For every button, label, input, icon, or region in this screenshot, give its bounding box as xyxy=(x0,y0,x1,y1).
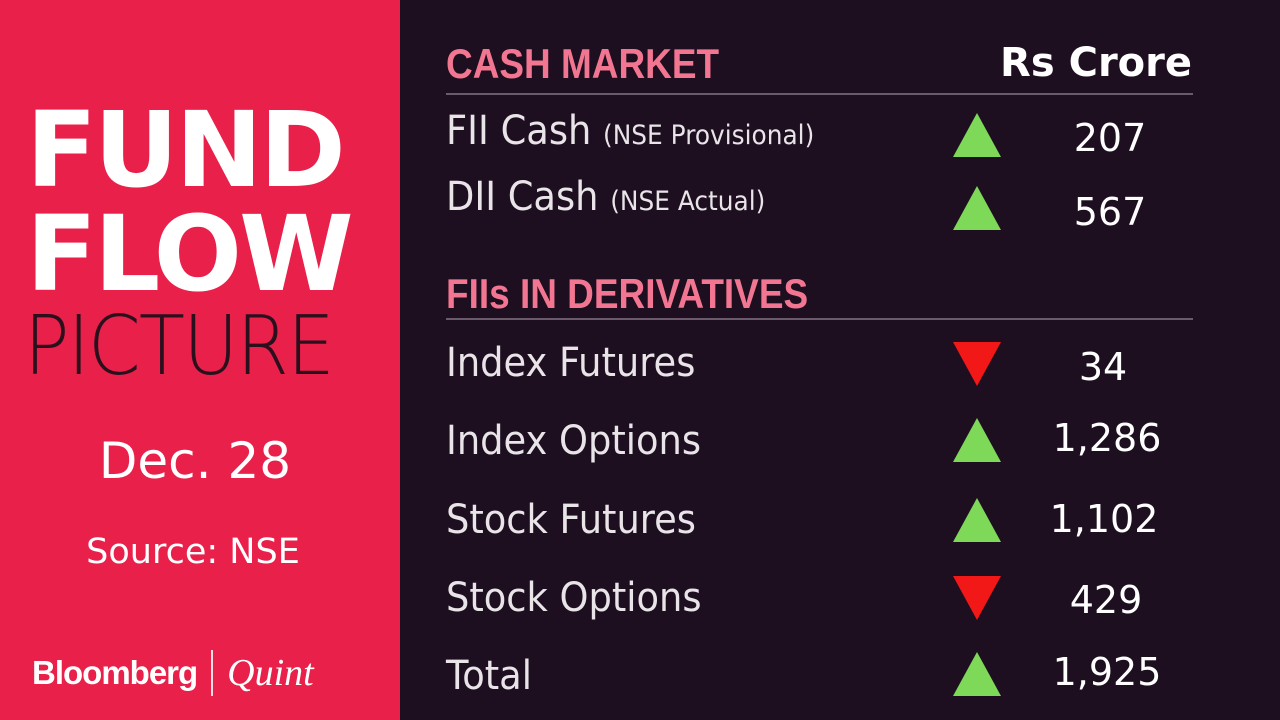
row-label-stock-futures: Stock Futures xyxy=(446,497,696,543)
up-arrow-icon xyxy=(953,498,1001,542)
date: Dec. 28 xyxy=(98,432,292,490)
derivatives-heading: FIIs IN DERIVATIVES xyxy=(446,270,809,317)
up-arrow-icon xyxy=(953,113,1001,157)
value-stock-futures: 1,102 xyxy=(1049,497,1159,541)
cash-market-heading: CASH MARKET xyxy=(446,40,720,87)
divider xyxy=(446,93,1193,95)
row-label-total: Total xyxy=(446,653,532,699)
down-arrow-icon xyxy=(953,342,1001,386)
value-total: 1,925 xyxy=(1052,650,1162,694)
bloomberg-quint-logo: Bloomberg Quint xyxy=(32,650,314,696)
value-dii-cash: 567 xyxy=(1073,190,1147,234)
down-arrow-icon xyxy=(953,576,1001,620)
up-arrow-icon xyxy=(953,186,1001,230)
logo-bloomberg: Bloomberg xyxy=(32,654,198,691)
row-label-index-futures: Index Futures xyxy=(446,340,696,386)
row-label-index-options: Index Options xyxy=(446,418,701,464)
value-stock-options: 429 xyxy=(1069,578,1143,622)
row-label-stock-options: Stock Options xyxy=(446,575,702,621)
logo-quint: Quint xyxy=(227,652,314,694)
up-arrow-icon xyxy=(953,652,1001,696)
title-panel: FUND FLOW PICTURE Dec. 28 Source: NSE Bl… xyxy=(0,0,400,720)
title-line-3: PICTURE xyxy=(24,299,335,394)
source: Source: NSE xyxy=(86,532,300,572)
value-fii-cash: 207 xyxy=(1073,116,1147,160)
value-index-futures: 34 xyxy=(1078,345,1128,389)
row-label-dii-cash: DII Cash (NSE Actual) xyxy=(446,174,766,220)
title-line-2: FLOW xyxy=(26,193,354,315)
divider xyxy=(446,318,1193,320)
row-label-fii-cash: FII Cash (NSE Provisional) xyxy=(446,108,815,154)
title-line-1: FUND xyxy=(26,89,346,211)
value-index-options: 1,286 xyxy=(1052,416,1162,460)
up-arrow-icon xyxy=(953,418,1001,462)
logo-divider xyxy=(211,650,214,696)
unit-label: Rs Crore xyxy=(1000,40,1192,86)
